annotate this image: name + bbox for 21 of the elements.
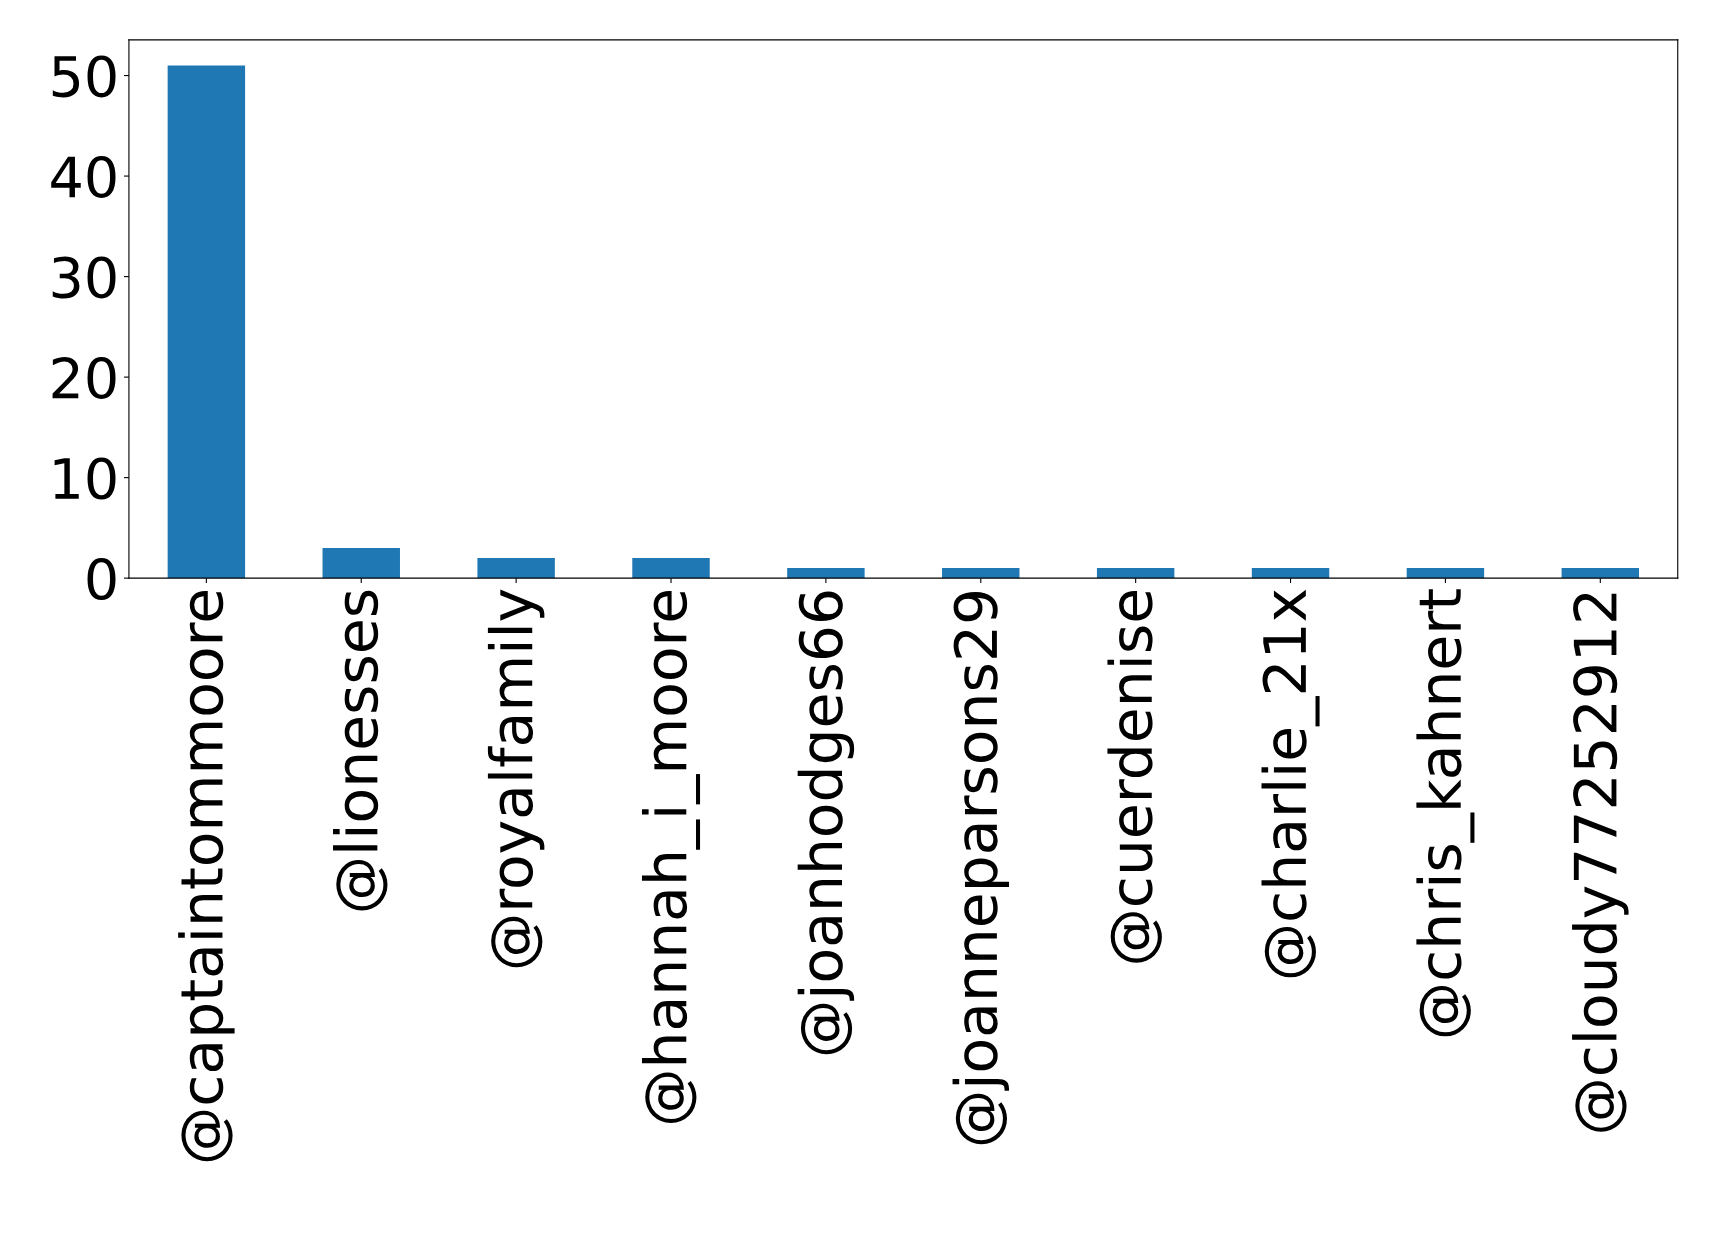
x-tick-label: @joanhodges66 bbox=[797, 591, 855, 1055]
y-tick-label: 20 bbox=[52, 356, 116, 400]
y-tick-label: 0 bbox=[87, 558, 116, 601]
bar bbox=[787, 568, 865, 579]
x-tick-label: @cuerdenise bbox=[1107, 590, 1162, 963]
y-tick-label: 30 bbox=[52, 256, 116, 299]
bar bbox=[167, 65, 246, 579]
x-tick-label: @charlie_21x bbox=[1261, 589, 1320, 978]
x-tick-label: @joanneparsons29 bbox=[952, 591, 1009, 1145]
x-tick-label: @royalfamily bbox=[487, 589, 545, 968]
x-tick-label: @captaintommoore bbox=[178, 590, 235, 1162]
x-tick-label: @chris_kahnert bbox=[1416, 589, 1475, 1037]
bar bbox=[632, 558, 710, 579]
y-tick-label: 10 bbox=[54, 457, 116, 500]
x-tick-label: @cloudy77252912 bbox=[1572, 593, 1629, 1132]
y-tick-label: 50 bbox=[52, 55, 116, 98]
bar bbox=[477, 558, 555, 579]
x-tick-label: @lionesses bbox=[333, 590, 388, 911]
y-tick-label: 40 bbox=[51, 155, 116, 198]
bar bbox=[322, 547, 400, 579]
x-tick-label: @hannah_i_moore bbox=[641, 590, 701, 1124]
